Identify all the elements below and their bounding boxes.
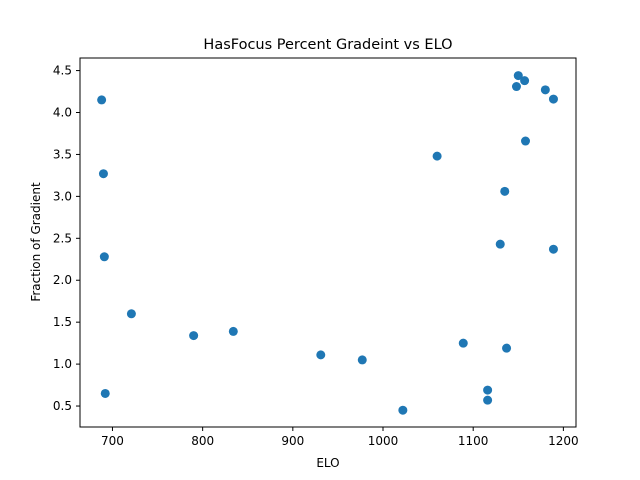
data-point	[483, 395, 493, 405]
x-tick-label: 1000	[368, 434, 399, 448]
data-point	[458, 338, 468, 348]
y-tick-label: 1.5	[53, 315, 72, 329]
y-tick-label: 2.0	[53, 273, 72, 287]
data-point	[316, 350, 326, 360]
data-point	[228, 326, 238, 336]
x-tick-label: 900	[281, 434, 304, 448]
data-point	[502, 343, 512, 353]
y-tick-label: 4.0	[53, 106, 72, 120]
y-axis-label: Fraction of Gradient	[29, 182, 43, 302]
x-tick-label: 1200	[548, 434, 579, 448]
y-tick-label: 3.0	[53, 189, 72, 203]
data-point	[100, 388, 110, 398]
data-point	[511, 82, 521, 92]
x-axis-ticks: 700 800 900 1000 1100 1200	[101, 427, 579, 448]
x-tick-label: 800	[191, 434, 214, 448]
y-tick-label: 2.5	[53, 231, 72, 245]
y-tick-label: 3.5	[53, 147, 72, 161]
data-point	[432, 151, 442, 161]
data-point	[520, 76, 530, 86]
data-point	[98, 169, 108, 179]
data-point	[548, 94, 558, 104]
y-tick-label: 4.5	[53, 64, 72, 78]
data-points	[97, 71, 558, 415]
plot-area-frame	[79, 57, 577, 428]
data-point	[548, 244, 558, 254]
x-tick-label: 700	[101, 434, 124, 448]
x-axis-label: ELO	[316, 456, 339, 470]
data-point	[97, 95, 107, 105]
data-point	[540, 85, 550, 95]
data-point	[189, 331, 199, 341]
data-point	[99, 252, 109, 262]
data-point	[398, 405, 408, 415]
data-point	[500, 186, 510, 196]
data-point	[357, 355, 367, 365]
data-point	[126, 309, 136, 319]
y-tick-label: 1.0	[53, 357, 72, 371]
chart-title: HasFocus Percent Gradeint vs ELO	[203, 37, 452, 53]
data-point	[520, 136, 530, 146]
data-point	[483, 385, 493, 395]
data-point	[513, 71, 523, 81]
y-axis-ticks: 0.5 1.0 1.5 2.0 2.5 3.0 3.5 4.0 4.5	[53, 64, 80, 413]
data-point	[495, 239, 505, 249]
y-tick-label: 0.5	[53, 399, 72, 413]
x-tick-label: 1100	[458, 434, 489, 448]
